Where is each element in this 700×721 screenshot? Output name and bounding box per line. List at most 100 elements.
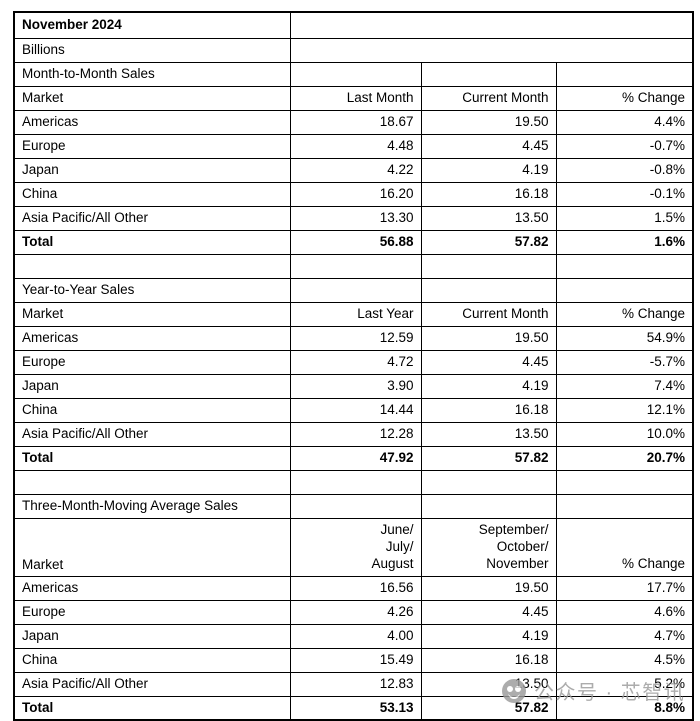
column-header: September/ October/ November — [420, 517, 557, 577]
empty-cell — [555, 493, 694, 519]
cell-value: 13.50 — [420, 671, 557, 697]
cell-market: Europe — [13, 133, 291, 159]
cell-value: 4.26 — [289, 599, 422, 625]
cell-market: Asia Pacific/All Other — [13, 671, 291, 697]
cell-value: 4.00 — [289, 623, 422, 649]
empty-cell — [420, 469, 557, 495]
empty-cell — [289, 61, 422, 87]
merged-empty-cell — [289, 37, 694, 63]
cell-value: 19.50 — [420, 109, 557, 135]
cell-value: 1.5% — [555, 205, 694, 231]
column-header: Last Month — [289, 85, 422, 111]
cell-value: 57.82 — [420, 445, 557, 471]
cell-value: 12.59 — [289, 325, 422, 351]
cell-value: 16.20 — [289, 181, 422, 207]
unit-label: Billions — [13, 37, 291, 63]
data-row: China 16.20 16.18 -0.1% — [13, 181, 694, 207]
merged-empty-cell — [289, 11, 694, 39]
data-row: Japan 4.00 4.19 4.7% — [13, 623, 694, 649]
report-sheet: November 2024 Billions Month-to-Month Sale… — [13, 11, 695, 721]
cell-value: 4.22 — [289, 157, 422, 183]
data-row: Americas 12.59 19.50 54.9% — [13, 325, 694, 351]
cell-value: 4.48 — [289, 133, 422, 159]
column-header: June/ July/ August — [289, 517, 422, 577]
cell-value: 16.18 — [420, 647, 557, 673]
cell-value: 7.4% — [555, 373, 694, 399]
data-row: Japan 3.90 4.19 7.4% — [13, 373, 694, 399]
data-row: Americas 18.67 19.50 4.4% — [13, 109, 694, 135]
empty-cell — [555, 253, 694, 279]
column-header-row: Market June/ July/ August September/ Octob… — [13, 517, 694, 577]
cell-value: 4.5% — [555, 647, 694, 673]
column-header: % Change — [555, 85, 694, 111]
cell-market: Americas — [13, 109, 291, 135]
cell-value: 12.28 — [289, 421, 422, 447]
empty-cell — [420, 277, 557, 303]
cell-value: 15.49 — [289, 647, 422, 673]
data-row: Asia Pacific/All Other 12.28 13.50 10.0% — [13, 421, 694, 447]
column-header-market: Market — [13, 517, 291, 577]
empty-cell — [13, 253, 291, 279]
cell-value: 19.50 — [420, 575, 557, 601]
cell-market: Total — [13, 229, 291, 255]
cell-value: 4.19 — [420, 623, 557, 649]
data-row: China 14.44 16.18 12.1% — [13, 397, 694, 423]
cell-value: 4.7% — [555, 623, 694, 649]
section-label-row: Year-to-Year Sales — [13, 277, 694, 303]
spacer-row — [13, 253, 694, 279]
cell-value: 56.88 — [289, 229, 422, 255]
data-row: Asia Pacific/All Other 13.30 13.50 1.5% — [13, 205, 694, 231]
cell-market: Asia Pacific/All Other — [13, 421, 291, 447]
cell-market: Europe — [13, 599, 291, 625]
empty-cell — [289, 493, 422, 519]
column-header: Current Month — [420, 85, 557, 111]
cell-value: 13.50 — [420, 205, 557, 231]
empty-cell — [555, 277, 694, 303]
cell-value: 19.50 — [420, 325, 557, 351]
column-header-row: Market Last Year Current Month% Change — [13, 301, 694, 327]
cell-market: Japan — [13, 373, 291, 399]
cell-value: 12.1% — [555, 397, 694, 423]
cell-value: 3.90 — [289, 373, 422, 399]
data-row: Europe 4.26 4.45 4.6% — [13, 599, 694, 625]
data-row: Europe 4.72 4.45 -5.7% — [13, 349, 694, 375]
data-row: Asia Pacific/All Other 12.83 13.50 5.2% — [13, 671, 694, 697]
cell-value: 17.7% — [555, 575, 694, 601]
cell-value: 1.6% — [555, 229, 694, 255]
column-header: Current Month — [420, 301, 557, 327]
cell-value: 12.83 — [289, 671, 422, 697]
total-row: Total 47.92 57.82 20.7% — [13, 445, 694, 471]
cell-market: Japan — [13, 157, 291, 183]
spacer-row — [13, 469, 694, 495]
cell-market: Total — [13, 695, 291, 721]
cell-value: 47.92 — [289, 445, 422, 471]
cell-value: 5.2% — [555, 671, 694, 697]
cell-value: -5.7% — [555, 349, 694, 375]
cell-value: 13.30 — [289, 205, 422, 231]
cell-market: Asia Pacific/All Other — [13, 205, 291, 231]
cell-value: 4.4% — [555, 109, 694, 135]
section-label: Year-to-Year Sales — [13, 277, 291, 303]
cell-value: 13.50 — [420, 421, 557, 447]
empty-cell — [289, 469, 422, 495]
cell-value: 10.0% — [555, 421, 694, 447]
data-row: China 15.49 16.18 4.5% — [13, 647, 694, 673]
cell-value: 4.19 — [420, 373, 557, 399]
unit-row: Billions — [13, 37, 694, 63]
cell-value: 4.72 — [289, 349, 422, 375]
empty-cell — [555, 61, 694, 87]
section-label-row: Month-to-Month Sales — [13, 61, 694, 87]
empty-cell — [420, 61, 557, 87]
data-row: Americas 16.56 19.50 17.7% — [13, 575, 694, 601]
cell-value: 57.82 — [420, 695, 557, 721]
empty-cell — [13, 469, 291, 495]
cell-market: Japan — [13, 623, 291, 649]
total-row: Total 56.88 57.82 1.6% — [13, 229, 694, 255]
cell-value: 4.45 — [420, 133, 557, 159]
cell-market: China — [13, 647, 291, 673]
cell-market: Americas — [13, 575, 291, 601]
cell-value: -0.8% — [555, 157, 694, 183]
cell-value: 53.13 — [289, 695, 422, 721]
cell-market: China — [13, 397, 291, 423]
column-header: % Change — [555, 517, 694, 577]
